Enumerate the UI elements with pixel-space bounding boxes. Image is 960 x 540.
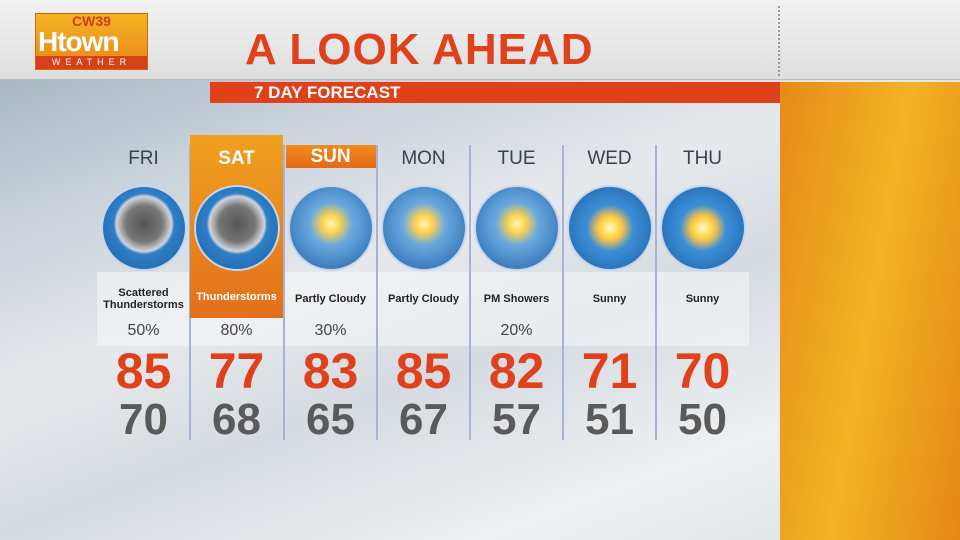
column-separator (469, 145, 471, 440)
forecast-day-fri: FRI Scattered Thunderstorms 50% 85 70 (97, 135, 190, 444)
high-temp: 85 (115, 343, 172, 399)
page-title: A LOOK AHEAD (245, 25, 594, 74)
column-separator (562, 145, 564, 440)
condition-text: Sunny (685, 293, 720, 305)
pm-showers-icon (474, 185, 560, 271)
high-temp: 70 (674, 343, 731, 399)
column-separator (655, 145, 657, 440)
sunny-icon (567, 185, 653, 271)
column-separator (283, 145, 285, 440)
day-label: SAT (218, 148, 255, 169)
condition-text: Partly Cloudy (295, 293, 366, 305)
logo-network: CW39 (72, 13, 111, 29)
precip-chance: 80% (220, 322, 253, 339)
high-temp: 83 (302, 343, 359, 399)
today-header (286, 145, 377, 168)
logo-sub: WEATHER (36, 56, 147, 69)
condition-text: Sunny (592, 293, 627, 305)
partly-cloudy-icon (288, 185, 374, 271)
day-label: WED (587, 148, 632, 169)
low-temp: 70 (119, 395, 168, 444)
sunny-icon (660, 185, 746, 271)
low-temp: 67 (399, 395, 448, 444)
condition-text: PM Showers (483, 293, 550, 305)
low-temp: 68 (212, 395, 261, 444)
day-label: SUN (310, 146, 351, 167)
station-logo: CW39 Htown WEATHER (35, 13, 148, 70)
day-label: THU (682, 148, 723, 169)
forecast-day-mon: MON Partly Cloudy 85 67 (377, 135, 470, 444)
low-temp: 51 (585, 395, 634, 444)
precip-chance: 30% (314, 322, 347, 339)
thunderstorms-icon (194, 185, 280, 271)
low-temp: 65 (306, 395, 355, 444)
partly-cloudy-icon (381, 185, 467, 271)
day-label: FRI (128, 148, 159, 169)
side-panel (780, 82, 960, 540)
low-temp: 50 (678, 395, 727, 444)
scattered-thunderstorms-icon (101, 185, 187, 271)
subtitle-bar: 7 DAY FORECAST (210, 82, 780, 103)
high-temp: 71 (581, 343, 638, 399)
precip-chance: 20% (500, 322, 533, 339)
condition-text: Thunderstorms (196, 291, 277, 303)
top-bar (0, 0, 960, 80)
day-label: TUE (497, 148, 536, 169)
forecast-day-tue: TUE PM Showers 20% 82 57 (470, 135, 563, 444)
day-label: MON (401, 148, 446, 169)
forecast-day-sat: SAT Thunderstorms 80% 77 68 (190, 135, 283, 442)
high-temp: 82 (488, 343, 545, 399)
precip-chance (377, 321, 470, 341)
high-temp: 85 (395, 343, 452, 399)
forecast-day-thu: THU Sunny 70 50 (656, 135, 749, 444)
precip-chance (563, 321, 656, 341)
high-temp: 77 (208, 343, 265, 399)
forecast-day-wed: WED Sunny 71 51 (563, 135, 656, 444)
condition-text: Partly Cloudy (388, 293, 459, 305)
condition-text: Scattered Thunderstorms (103, 287, 184, 311)
precip-chance: 50% (127, 322, 160, 339)
low-temp: 57 (492, 395, 541, 444)
precip-chance (656, 321, 749, 341)
forecast-day-sun: SUN Partly Cloudy 30% 83 65 (284, 135, 377, 444)
column-separator (376, 145, 378, 440)
logo-brand: Htown (38, 26, 120, 57)
divider (778, 6, 780, 76)
